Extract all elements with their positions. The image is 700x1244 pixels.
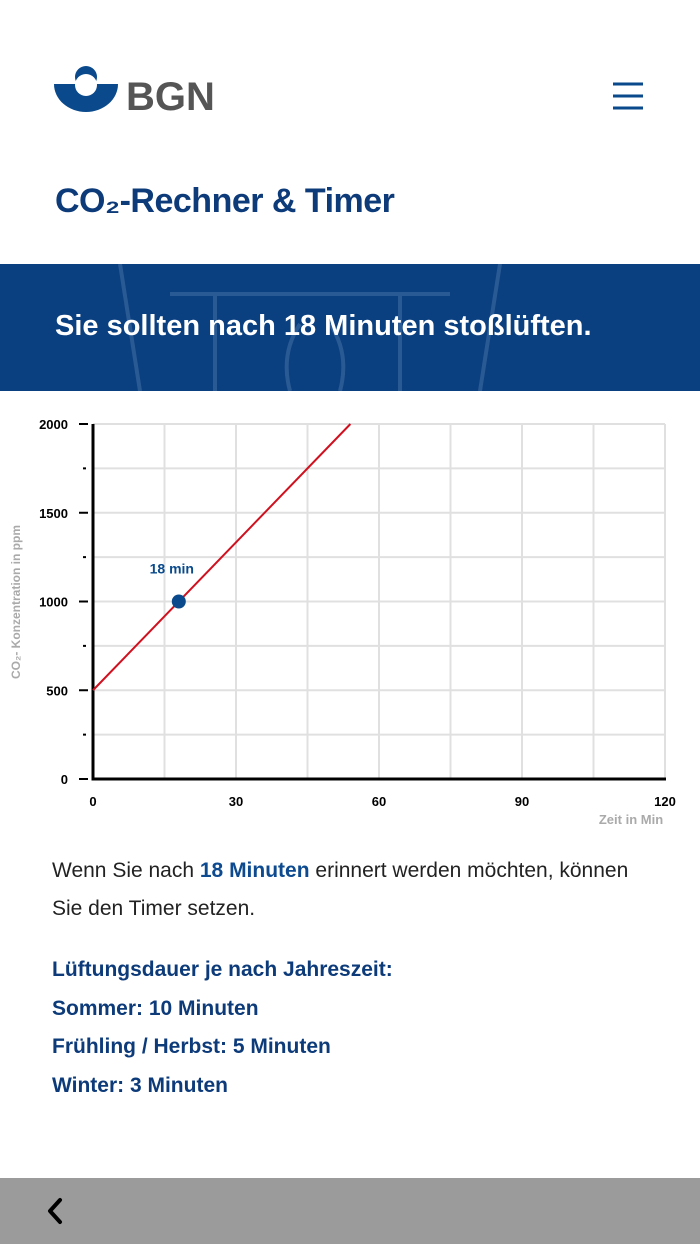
page-title: CO₂-Rechner & Timer bbox=[55, 182, 395, 220]
logo-text: BGN bbox=[126, 75, 215, 119]
menu-button[interactable] bbox=[613, 82, 643, 110]
y-tick-label: 2000 bbox=[39, 417, 68, 432]
x-tick-label: 30 bbox=[229, 794, 243, 809]
bottom-bar bbox=[0, 1178, 700, 1244]
y-axis-label: CO₂- Konzentration in ppm bbox=[9, 525, 23, 679]
message-text: erinnert werden möchten, können Sie den … bbox=[52, 859, 629, 920]
x-tick-label: 120 bbox=[654, 794, 676, 809]
x-tick-label: 0 bbox=[89, 794, 96, 809]
banner-text: Sie sollten nach 18 Minuten stoßlüften. bbox=[55, 310, 592, 342]
message: Wenn Sie nach 18 Minuten erinnert werden… bbox=[52, 852, 652, 928]
tip: Sommer: 10 Minuten bbox=[52, 997, 259, 1020]
back-button[interactable] bbox=[40, 1196, 70, 1226]
message-text: Wenn Sie nach bbox=[52, 859, 200, 882]
y-tick-label: 1500 bbox=[39, 506, 68, 521]
y-tick-label: 1000 bbox=[39, 595, 68, 610]
header: BGN bbox=[54, 66, 643, 119]
x-tick-label: 60 bbox=[372, 794, 386, 809]
data-line bbox=[92, 423, 352, 691]
x-tick-label: 90 bbox=[515, 794, 529, 809]
banner-decoration bbox=[118, 264, 502, 391]
message-highlight: 18 Minuten bbox=[199, 859, 310, 882]
marker-label: 18 min bbox=[150, 561, 194, 577]
logo-icon bbox=[54, 66, 118, 112]
tips-heading: Lüftungsdauer je nach Jahreszeit: bbox=[52, 958, 393, 981]
banner: Sie sollten nach 18 Minuten stoßlüften. bbox=[0, 264, 700, 391]
marker-point bbox=[171, 594, 186, 609]
chart: Zeit in Min CO₂- Konzentration in ppm 0 5… bbox=[9, 417, 676, 827]
tip: Winter: 3 Minuten bbox=[52, 1074, 228, 1097]
y-tick-label: 0 bbox=[61, 772, 68, 787]
tip: Frühling / Herbst: 5 Minuten bbox=[52, 1035, 331, 1058]
x-axis-label: Zeit in Min bbox=[599, 812, 663, 827]
y-tick-label: 500 bbox=[46, 683, 68, 698]
